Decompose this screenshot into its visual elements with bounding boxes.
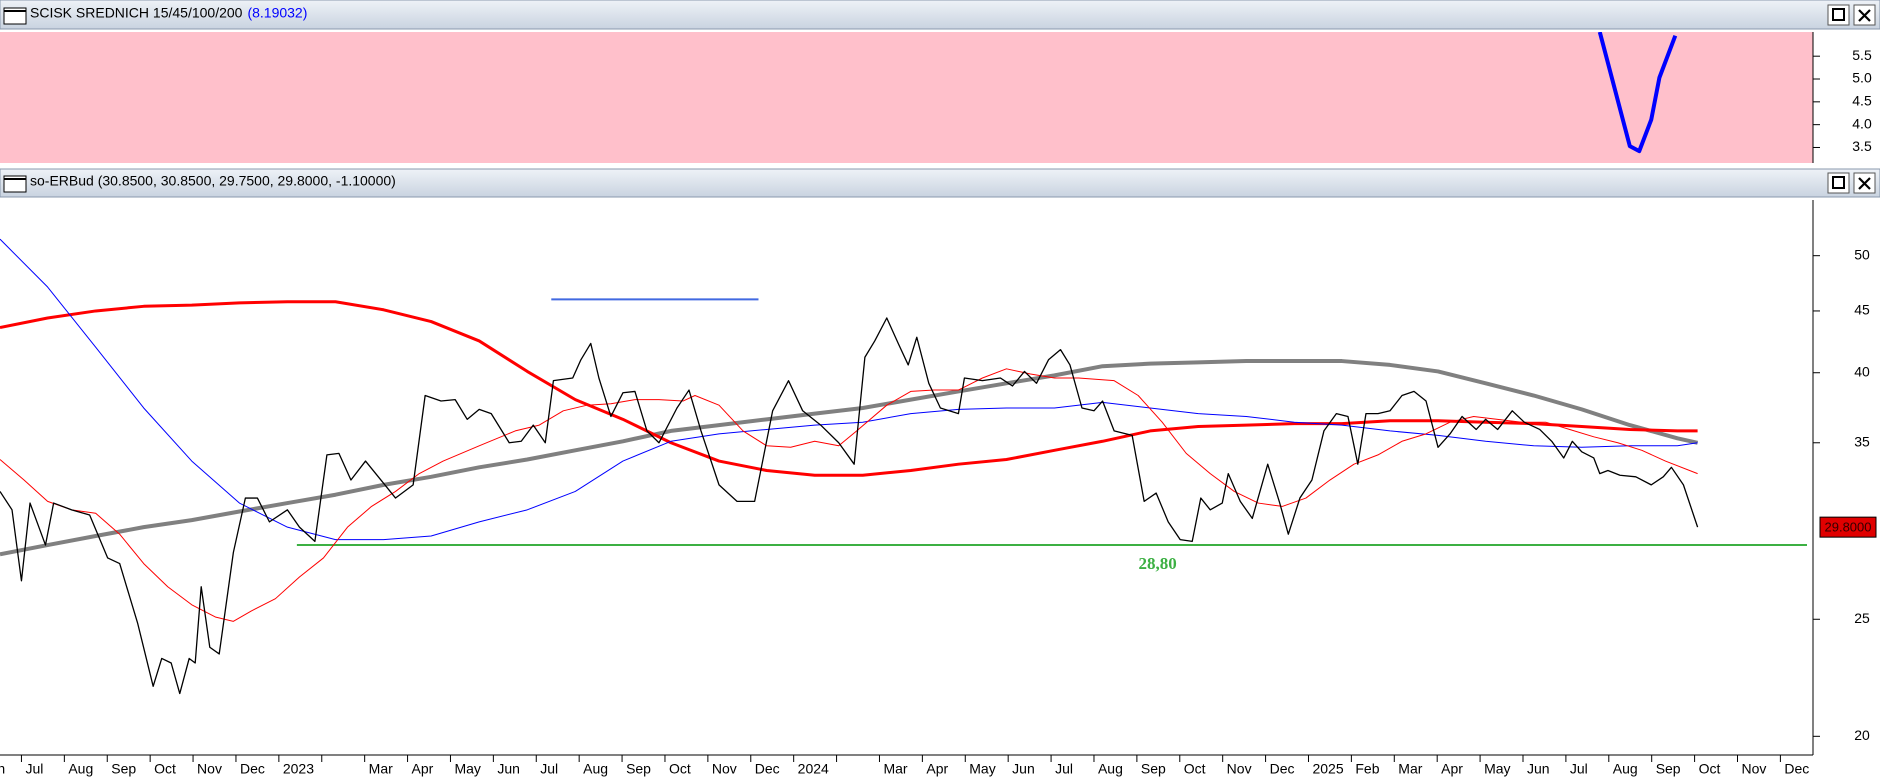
x-tick-label: Oct [1699,761,1721,777]
x-tick-label: Dec [755,761,780,777]
x-tick-label: 2024 [798,761,829,777]
y-tick-label: 45 [1854,302,1870,318]
x-tick-label: Aug [1613,761,1638,777]
x-axis-area [0,755,1880,781]
close-icon [1858,177,1871,190]
x-tick-label: Jul [25,761,43,777]
x-tick-label: Aug [1098,761,1123,777]
x-tick-label: Sep [1141,761,1166,777]
x-tick-label: Jul [1055,761,1073,777]
last-price-tag [1819,516,1877,538]
panel-header [0,0,1880,30]
x-tick-label: Nov [712,761,737,777]
x-tick-label: Mar [883,761,907,777]
x-tick-label: Jun [1012,761,1035,777]
last-price-label: 29.8000 [1825,520,1872,535]
x-tick-label: Sep [111,761,136,777]
panel-subtitle: (8.19032) [247,5,307,21]
y-tick-label: 5.0 [1852,70,1872,86]
plot-lines [0,238,1807,695]
x-tick-label: May [454,761,480,777]
x-tick-label: Jun [497,761,520,777]
x-tick-label: Sep [1656,761,1681,777]
x-tick-label: Apr [1441,761,1463,777]
x-tick-label: Apr [412,761,434,777]
x-tick-label: Sep [626,761,651,777]
series-line [0,368,1698,622]
series-line [1597,32,1678,154]
y-tick-label: 3.5 [1852,138,1872,154]
y-tick-label: 50 [1854,246,1870,262]
maximize-icon [1832,8,1845,21]
x-tick-label: Oct [1184,761,1206,777]
y-tick-label: 4.5 [1852,93,1872,109]
horizontal-line-label: 28,80 [1139,554,1177,573]
y-tick-label: 20 [1854,727,1870,743]
panel-title: so-ERBud (30.8500, 30.8500, 29.7500, 29.… [30,173,396,189]
panel-header [0,168,1880,198]
y-tick-label: 35 [1854,433,1870,449]
series-line [0,300,1698,477]
x-tick-label: 2023 [283,761,314,777]
x-tick-label: Jun [1527,761,1550,777]
x-tick-label: Mar [369,761,393,777]
x-tick-label: Jul [1570,761,1588,777]
x-tick-label: Jun [0,761,5,777]
x-tick-label: Feb [1355,761,1379,777]
x-tick-label: Mar [1398,761,1422,777]
axis-area [1813,32,1880,163]
x-tick-label: 2025 [1312,761,1343,777]
x-tick-label: Jul [540,761,558,777]
series-line [0,317,1699,695]
x-tick-label: Nov [1741,761,1766,777]
x-tick-label: Dec [1784,761,1809,777]
x-tick-label: May [969,761,995,777]
x-tick-label: Oct [669,761,691,777]
plot-lines [1597,32,1678,154]
series-line [0,359,1699,557]
x-tick-label: Aug [68,761,93,777]
y-tick-label: 40 [1854,363,1870,379]
x-tick-label: Aug [583,761,608,777]
series-line [0,238,1698,541]
y-tick-label: 4.0 [1852,115,1872,131]
panel-title: SCISK SREDNICH 15/45/100/200 [30,5,243,21]
plot-area [0,32,1813,163]
x-tick-label: Apr [926,761,948,777]
y-tick-label: 25 [1854,610,1870,626]
x-tick-label: May [1484,761,1510,777]
y-tick-label: 5.5 [1852,47,1872,63]
x-tick-label: Dec [240,761,265,777]
plot-area [0,200,1813,755]
axis-area [1813,200,1880,755]
close-icon [1858,9,1871,22]
x-tick-label: Nov [1227,761,1252,777]
x-tick-label: Oct [154,761,176,777]
x-tick-label: Dec [1270,761,1295,777]
maximize-icon [1832,176,1845,189]
x-tick-label: Nov [197,761,222,777]
